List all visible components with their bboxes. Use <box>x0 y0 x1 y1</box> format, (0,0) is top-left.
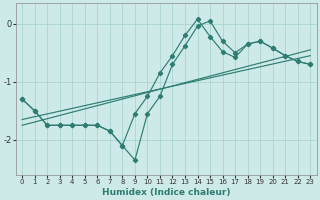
X-axis label: Humidex (Indice chaleur): Humidex (Indice chaleur) <box>102 188 230 197</box>
